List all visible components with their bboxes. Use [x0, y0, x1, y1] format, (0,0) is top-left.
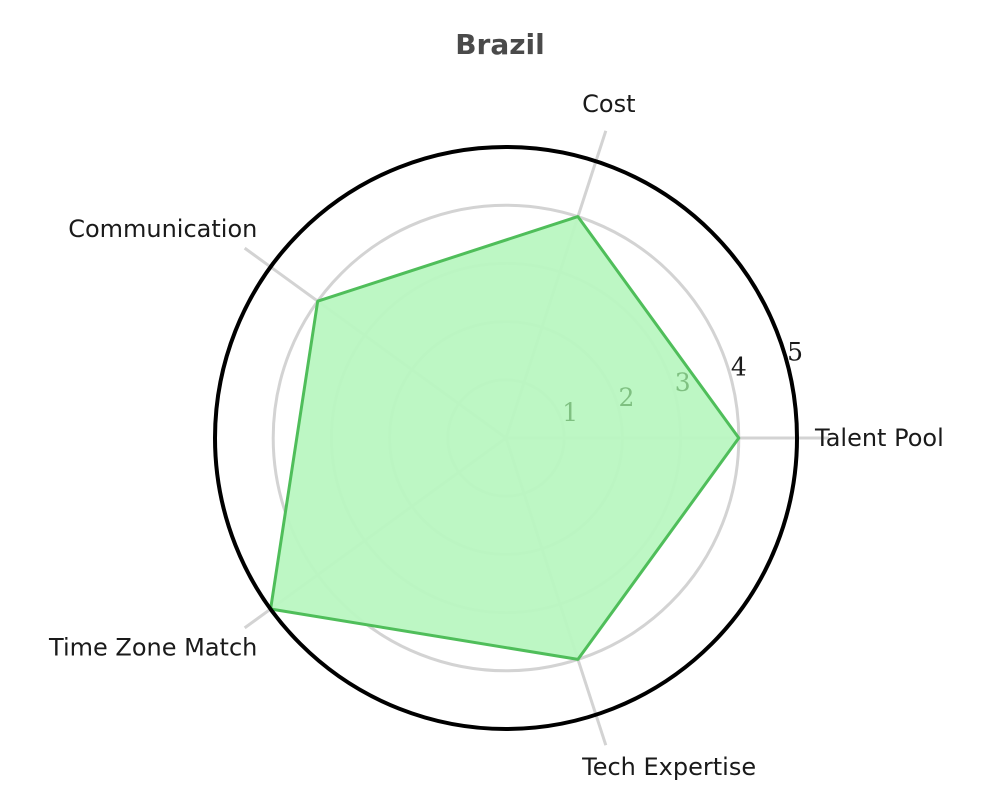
- axis-label-tech-expertise: Tech Expertise: [581, 753, 756, 781]
- radial-ticks: 1 2 3 4 5: [562, 338, 803, 427]
- radial-tick-2: 2: [618, 383, 634, 412]
- axis-stub-cost: [594, 130, 608, 162]
- axis-stub-time-zone-match: [243, 607, 272, 630]
- chart-title: Brazil: [455, 28, 545, 61]
- outer-ring: [213, 145, 799, 731]
- radial-tick-1: 1: [562, 398, 578, 427]
- data-series: [213, 145, 799, 731]
- radial-tick-3: 3: [675, 368, 691, 397]
- axis-label-cost: Cost: [582, 90, 635, 118]
- axis-stub-tech-expertise: [594, 714, 608, 746]
- series-polygon: [269, 215, 741, 661]
- radial-tick-4: 4: [731, 353, 747, 382]
- radial-tick-5: 5: [787, 338, 803, 367]
- axis-label-talent-pool: Talent Pool: [814, 424, 944, 452]
- axis-stub-communication: [243, 246, 272, 269]
- axis-label-communication: Communication: [68, 215, 257, 243]
- axis-label-time-zone-match: Time Zone Match: [48, 633, 257, 661]
- axis-labels: Talent Pool Cost Communication Time Zone Ma…: [48, 90, 944, 781]
